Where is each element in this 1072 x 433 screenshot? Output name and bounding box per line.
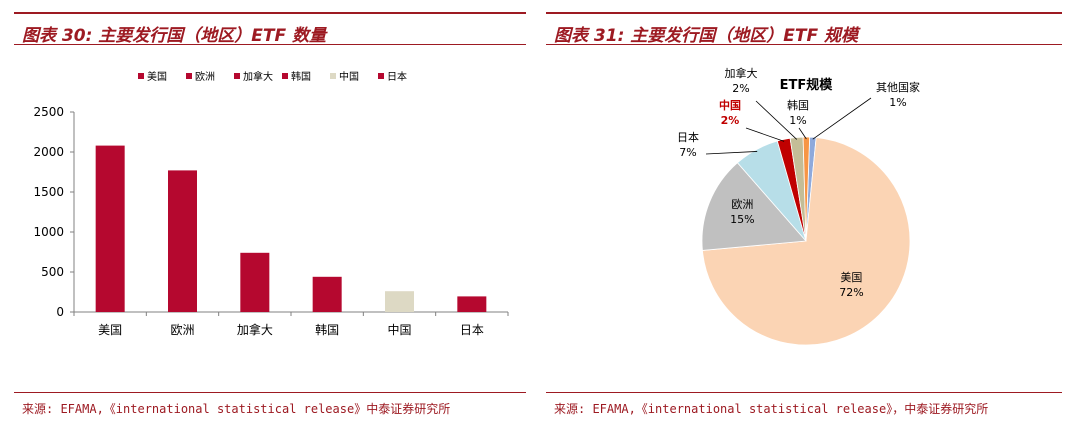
x-tick-label: 日本	[460, 323, 484, 337]
bar	[457, 296, 487, 312]
x-tick-label: 加拿大	[237, 322, 273, 337]
pie-slice-value: 15%	[730, 213, 754, 226]
etf-count-bar-chart: 美国 欧洲 加拿大 韩国 中国 日本 05001000150020002500 美国 欧洲加…	[33, 70, 509, 337]
x-tick-label: 美国	[98, 323, 122, 337]
legend-label: 韩国	[291, 70, 311, 83]
leader-line	[798, 127, 807, 140]
pie-slice-value: 72%	[839, 286, 863, 299]
leader-line	[755, 100, 798, 140]
pie-slices	[701, 136, 911, 346]
figure-title: 图表 31: 主要发行国（地区）ETF 规模	[554, 26, 859, 46]
footer-rule	[14, 392, 526, 393]
leader-line	[745, 127, 785, 142]
right-panel: 图表 31: 主要发行国（地区）ETF 规模 ETF规模 其他国家 1% 美国 72%…	[536, 0, 1072, 433]
pie-slice-label: 日本	[677, 130, 699, 144]
pie-slice-label: 美国	[840, 271, 862, 284]
legend-swatch	[186, 73, 192, 79]
bar	[312, 276, 342, 312]
x-tick-label: 中国	[387, 322, 411, 337]
bar-series	[95, 145, 487, 312]
pie-slice	[802, 136, 811, 242]
y-tick-label: 500	[41, 265, 64, 279]
legend-label: 日本	[387, 70, 407, 83]
chart-legend: 美国 欧洲 加拿大 韩国 中国 日本	[138, 70, 407, 83]
footer-rule	[546, 392, 1062, 393]
legend-swatch	[282, 73, 288, 79]
left-panel: 图表 30: 主要发行国（地区）ETF 数量 美国 欧洲 加拿大 韩国 中国 日本 0 50…	[14, 12, 526, 416]
pie-slice-value: 1%	[789, 114, 806, 127]
leader-line	[812, 97, 872, 140]
bar	[168, 170, 197, 312]
title-top-rule	[14, 12, 526, 14]
legend-swatch	[378, 73, 384, 79]
leader-line	[705, 151, 758, 155]
pie-slice-value: 2%	[732, 82, 749, 95]
figure-title-bar: 图表 30: 主要发行国（地区）ETF 数量	[22, 15, 522, 46]
legend-swatch	[330, 73, 336, 79]
pie-slice-label: 欧洲	[731, 198, 753, 211]
pie-slice-value: 2%	[721, 114, 740, 127]
pie-slice-value: 7%	[679, 146, 696, 159]
bar	[385, 291, 414, 312]
bar	[95, 145, 125, 312]
pie-slice-label: 加拿大	[725, 66, 758, 80]
x-tick-label: 韩国	[315, 322, 339, 337]
etf-size-pie-chart: ETF规模 其他国家 1% 美国 72% 欧洲 15% 日本 7% 中国 2% 加拿大 2% 韩国 1%	[677, 66, 920, 346]
legend-swatch	[234, 73, 240, 79]
legend-label: 美国	[147, 70, 167, 83]
y-tick-label: 0	[56, 305, 64, 319]
pie-chart-title: ETF规模	[780, 77, 834, 93]
pie-slice-label: 其他国家	[876, 80, 920, 94]
title-bottom-rule	[14, 44, 526, 45]
x-tick-label: 欧洲	[170, 323, 194, 337]
figure-title-bar: 图表 31: 主要发行国（地区）ETF 规模	[554, 15, 1054, 46]
y-tick-label: 2000	[33, 145, 64, 159]
source-note: 来源: EFAMA,《international statistical rel…	[554, 402, 989, 416]
pie-slice	[701, 162, 807, 251]
pie-slice-label: 中国	[719, 98, 741, 112]
y-tick-label: 1000	[33, 225, 64, 239]
y-axis: 0 500 1000 1500 2000 2500	[33, 105, 508, 319]
legend-swatch	[138, 73, 144, 79]
legend-label: 加拿大	[243, 70, 273, 83]
x-axis: 美国 欧洲 加拿大 韩国 中国 日本	[73, 312, 509, 337]
pie-labels: 其他国家 1% 美国 72% 欧洲 15% 日本 7% 中国 2% 加拿大 2% 韩国 1%	[677, 66, 920, 299]
y-tick-label: 2500	[33, 105, 64, 119]
source-note: 来源: EFAMA,《international statistical rel…	[22, 402, 451, 416]
title-bottom-rule	[546, 44, 1062, 45]
y-tick-label: 1500	[33, 185, 64, 199]
pie-slice-value: 1%	[889, 96, 906, 109]
title-top-rule	[546, 12, 1062, 14]
pie-slice-label: 韩国	[787, 98, 809, 112]
bar	[240, 252, 270, 312]
legend-label: 欧洲	[195, 71, 215, 83]
legend-label: 中国	[339, 70, 359, 83]
figure-title: 图表 30: 主要发行国（地区）ETF 数量	[22, 26, 327, 46]
